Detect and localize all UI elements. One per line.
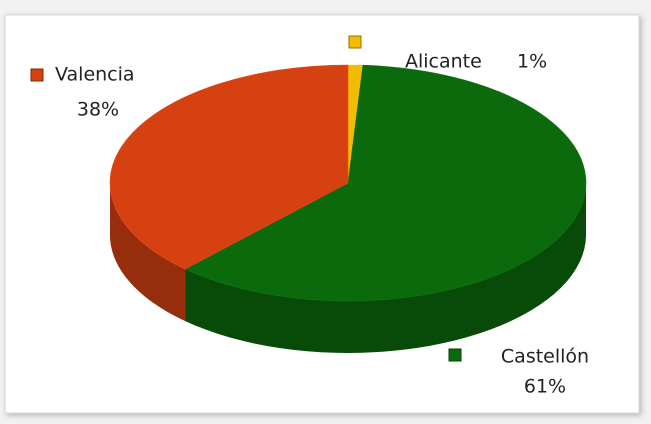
value-label: 61%: [524, 376, 566, 398]
legend-marker: [348, 35, 362, 49]
legend-marker: [448, 348, 462, 362]
slice: [109, 64, 349, 270]
legend-marker: [30, 68, 44, 82]
pie: [109, 64, 587, 353]
labels: Alicante 1% Castellón 61% Valencia 38%: [30, 35, 589, 398]
value-label: 1%: [517, 51, 547, 73]
slice: [184, 64, 587, 302]
category-label: Alicante: [405, 51, 482, 73]
value-label: 38%: [77, 99, 119, 121]
category-label: Castellón: [501, 346, 589, 368]
slice-side: [110, 183, 186, 322]
slice-side: [185, 183, 586, 353]
category-label: Valencia: [55, 64, 135, 86]
